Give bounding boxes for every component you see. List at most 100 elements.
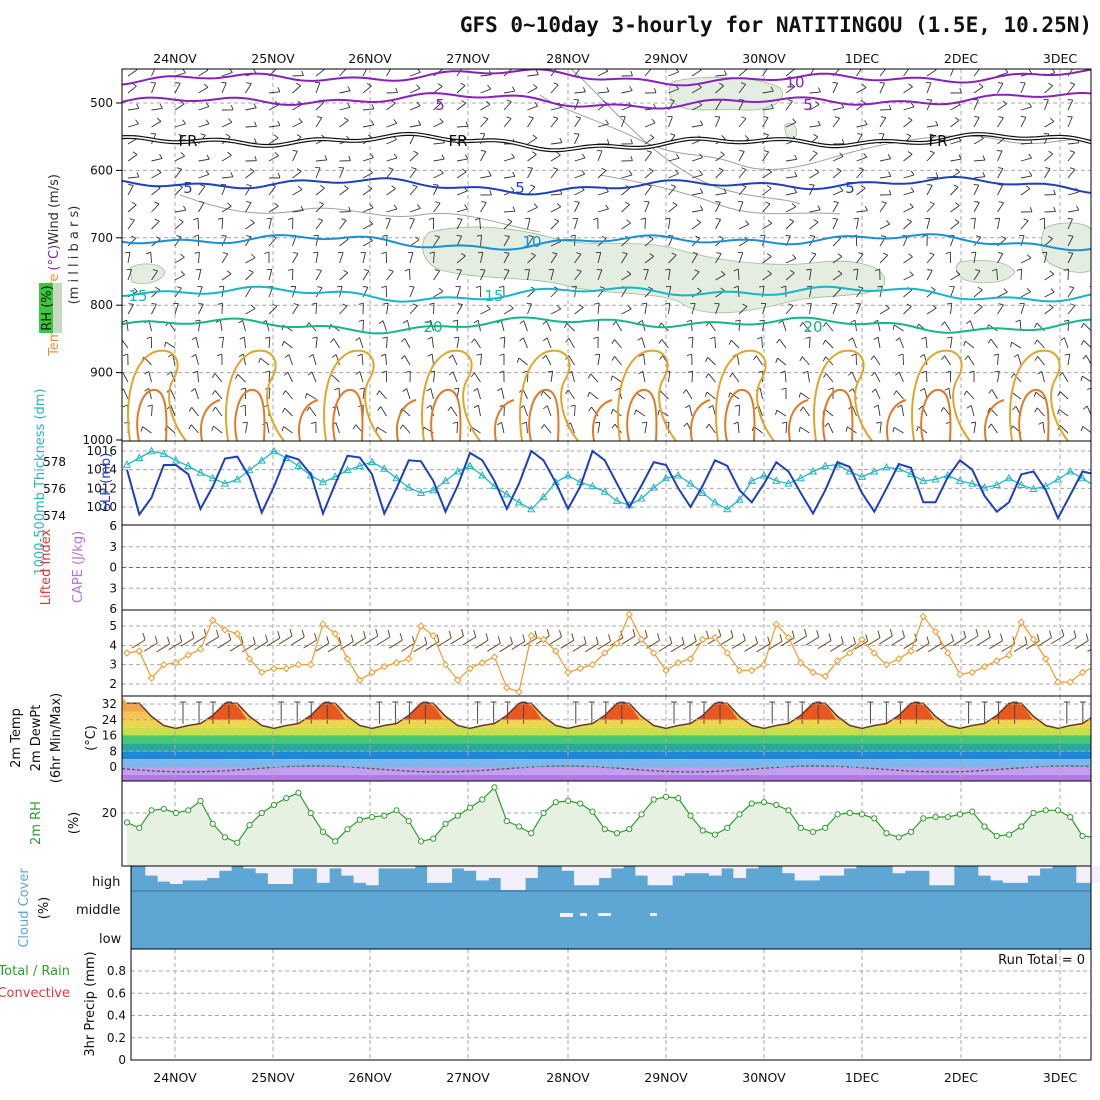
upper-wind-barb — [621, 116, 626, 128]
thickness-point — [453, 466, 462, 475]
upper-wind-barb-flag — [159, 154, 163, 159]
upper-wind-barb — [644, 170, 654, 179]
upper-wind-barb-flag — [140, 426, 143, 432]
upper-wind-barb — [574, 253, 582, 264]
upper-wind-barb — [809, 221, 819, 230]
upper-wind-barb — [386, 157, 398, 162]
upper-wind-barb-flag — [483, 116, 489, 120]
upper-wind-barb — [762, 203, 771, 213]
upper-wind-barb — [926, 270, 933, 281]
upper-wind-barb — [315, 337, 318, 349]
upper-wind-barb-flag — [378, 320, 384, 325]
upper-wind-barb-flag — [330, 338, 335, 343]
cloud-high-clear — [721, 866, 734, 869]
upper-wind-barb — [172, 354, 176, 366]
upper-wind-barb — [597, 208, 609, 213]
upper-wind-barb-flag — [342, 66, 347, 68]
wind10m-barb-flag — [522, 634, 526, 642]
upper-wind-barb — [550, 193, 563, 196]
upper-wind-barb-flag — [448, 354, 453, 359]
upper-wind-barb — [926, 152, 935, 162]
rh2m-point — [748, 800, 755, 807]
upper-wind-barb — [198, 174, 210, 179]
upper-wind-barb-flag — [611, 339, 615, 344]
upper-wind-barb-flag — [658, 339, 663, 344]
upper-wind-barb — [378, 390, 387, 400]
upper-wind-barb — [827, 422, 834, 434]
upper-wind-barb-flag — [920, 387, 925, 392]
upper-wind-barb-flag — [594, 302, 600, 305]
thickness-point — [1017, 480, 1026, 488]
upper-wind-barb-flag — [176, 235, 182, 238]
wind10m-point — [307, 660, 315, 669]
cloud-high-clear — [941, 866, 955, 886]
upper-wind-barb — [311, 371, 317, 383]
upper-wind-barb-flag — [230, 105, 234, 111]
upper-wind-barb-flag — [735, 319, 741, 322]
upper-wind-barb-flag — [775, 410, 778, 416]
upper-wind-barb-flag — [1049, 270, 1055, 275]
upper-wind-barb — [339, 220, 347, 230]
upper-wind-barb-flag — [251, 254, 256, 259]
upper-wind-barb-flag — [434, 269, 440, 272]
upper-wind-barb — [197, 217, 199, 230]
upper-wind-barb-flag — [194, 251, 200, 254]
upper-wind-barb-flag — [974, 116, 980, 118]
upper-wind-barb — [362, 319, 364, 332]
upper-wind-barb — [480, 202, 487, 213]
wind10m-point — [1042, 655, 1050, 663]
contour-label: 10 — [785, 73, 804, 91]
wind10m-point — [748, 666, 756, 675]
upper-wind-barb — [126, 320, 129, 332]
upper-wind-barb — [452, 354, 458, 366]
upper-wind-barb — [925, 337, 928, 349]
upper-wind-barb-flag — [154, 201, 160, 205]
upper-wind-barb — [898, 371, 904, 383]
wind10m-point — [956, 670, 964, 679]
upper-wind-barb-flag — [806, 268, 812, 271]
wind10m-barb — [474, 639, 489, 649]
upper-wind-barb — [668, 88, 679, 94]
upper-wind-barb — [691, 271, 700, 281]
wind10m-barb-flag — [154, 635, 158, 644]
upper-wind-barb — [522, 388, 528, 400]
upper-wind-barb-flag — [624, 201, 630, 205]
upper-wind-barb — [762, 90, 774, 94]
upper-wind-barb — [574, 201, 580, 213]
upper-wind-barbs — [122, 66, 1091, 434]
wind10m-point — [392, 659, 401, 667]
upper-wind-barb — [268, 237, 277, 247]
upper-wind-barb — [1063, 337, 1069, 349]
upper-wind-barb — [1041, 371, 1045, 383]
upper-wind-barb-flag — [524, 268, 530, 271]
upper-wind-barb-flag — [324, 155, 328, 161]
upper-wind-barb — [1044, 238, 1053, 247]
upper-wind-barb-flag — [932, 304, 937, 309]
upper-wind-barb-flag — [504, 269, 510, 271]
upper-wind-barb — [1058, 409, 1069, 417]
wind10m-point — [454, 676, 462, 684]
upper-wind-barb-flag — [987, 407, 991, 413]
rh2m-point — [724, 824, 731, 831]
wind10m-barb — [364, 635, 379, 645]
upper-wind-barb — [574, 173, 585, 179]
upper-wind-barb — [852, 337, 857, 349]
upper-wind-barb-flag — [601, 167, 607, 171]
temp2m-label-4: (°C) — [84, 725, 99, 751]
upper-wind-barb-flag — [292, 150, 298, 152]
upper-wind-barb-flag — [393, 153, 398, 159]
upper-wind-barb — [668, 269, 671, 281]
upper-wind-barb — [550, 168, 558, 179]
upper-wind-barb — [973, 270, 981, 281]
upper-wind-barb-flag — [669, 99, 675, 102]
upper-wind-barb-flag — [191, 354, 196, 358]
upper-wind-barb — [433, 102, 442, 111]
thickness-point — [857, 472, 867, 480]
upper-wind-barb — [500, 320, 505, 332]
rh2m-point — [148, 807, 155, 814]
wind10m-barb-flag — [1061, 628, 1065, 637]
bottom-date-label: 29NOV — [644, 1070, 688, 1085]
upper-wind-barb — [802, 406, 810, 417]
upper-wind-barb-flag — [817, 120, 821, 126]
upper-wind-barb-flag — [195, 319, 201, 322]
